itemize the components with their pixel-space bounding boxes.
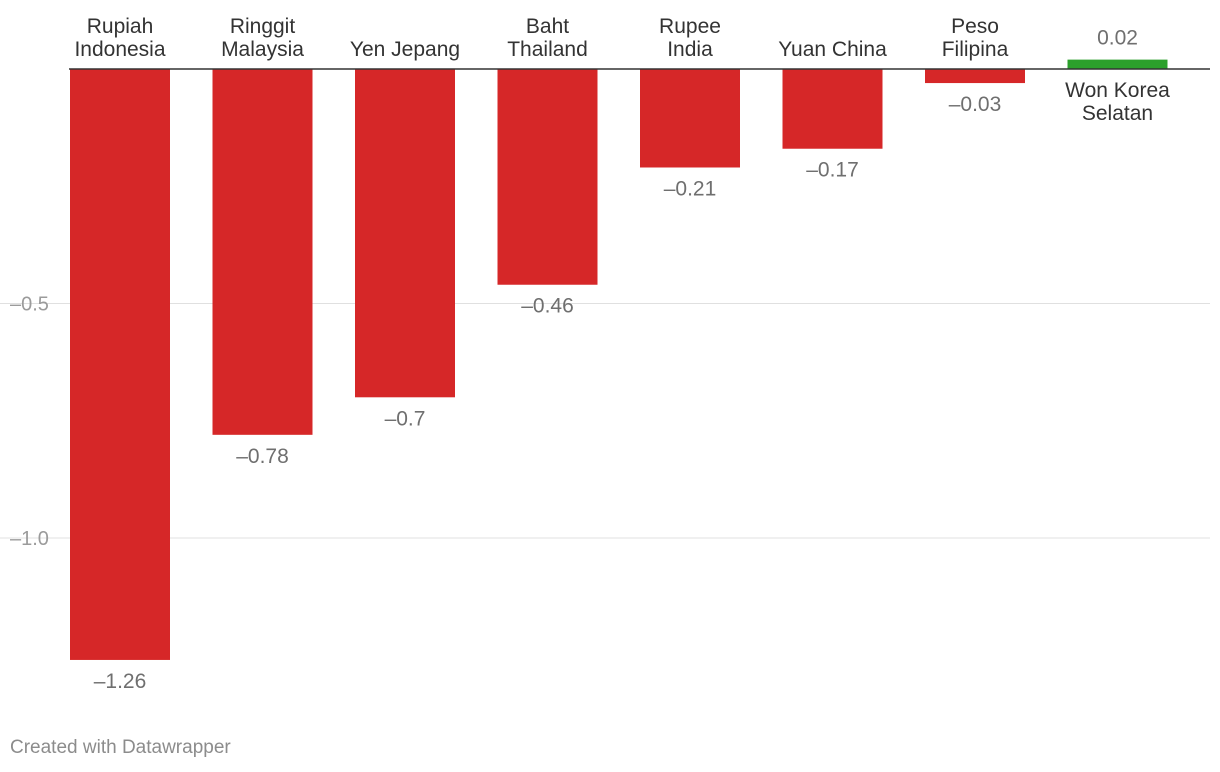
value-label: –0.21 [664, 177, 717, 200]
category-label: Rupee [659, 15, 721, 38]
category-label: Yuan China [778, 38, 887, 61]
category-label: Won Korea [1065, 79, 1170, 102]
credit-text: Created with Datawrapper [10, 737, 231, 758]
bar [212, 69, 313, 435]
bar [925, 69, 1025, 84]
value-label: –0.46 [521, 295, 574, 318]
category-label: Thailand [507, 38, 588, 61]
category-label: Ringgit [230, 15, 296, 38]
value-label: –0.17 [806, 159, 859, 182]
category-label: Selatan [1082, 102, 1153, 125]
value-label: –1.26 [94, 670, 147, 693]
value-label: –0.7 [385, 407, 426, 430]
category-label: Baht [526, 15, 569, 38]
category-label: Malaysia [221, 38, 304, 61]
bar [782, 69, 883, 149]
category-label: Yen Jepang [350, 38, 460, 61]
y-tick-label: –0.5 [10, 294, 49, 316]
bars [70, 59, 1168, 660]
bar [70, 69, 170, 660]
value-label: –0.78 [236, 445, 289, 468]
bar [1067, 59, 1168, 69]
gridlines: –0.5 –1.0 [0, 294, 1210, 550]
value-label: –0.03 [949, 93, 1002, 116]
bar [497, 69, 598, 285]
category-label: Filipina [942, 38, 1009, 61]
category-label: India [667, 38, 713, 61]
y-tick-label: –1.0 [10, 528, 49, 550]
bar [640, 69, 740, 168]
value-label: 0.02 [1097, 27, 1138, 50]
category-label: Rupiah [87, 15, 154, 38]
category-label: Indonesia [74, 38, 165, 61]
bar [355, 69, 455, 398]
category-label: Peso [951, 15, 999, 38]
